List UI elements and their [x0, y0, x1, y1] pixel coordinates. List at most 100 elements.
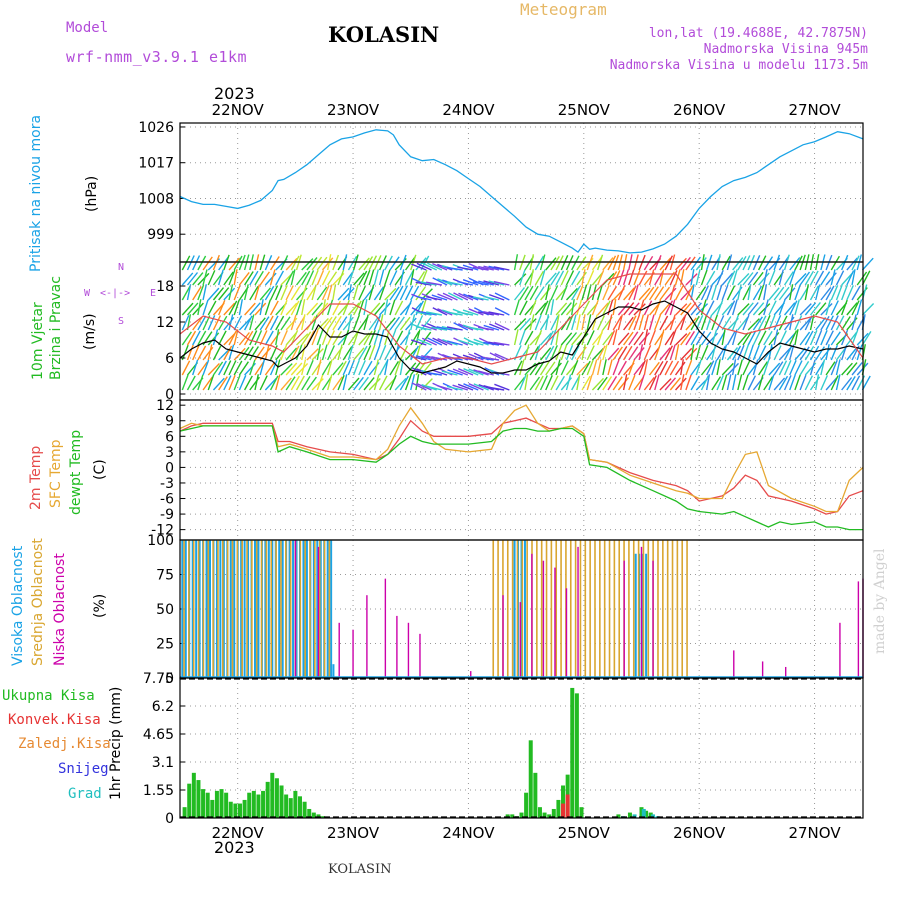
wind-barb	[478, 383, 495, 391]
wind-barb	[207, 270, 216, 286]
wind-barb	[306, 348, 319, 361]
wind-barb	[368, 378, 381, 391]
wind-barb	[851, 255, 860, 271]
x-tick-bottom-label: 24NOV	[442, 824, 495, 842]
wind-barb	[416, 382, 432, 391]
wind-barb	[426, 296, 443, 301]
precip-bar-precip_total	[205, 792, 210, 818]
wind-barb	[545, 257, 557, 271]
wind-barb	[192, 330, 201, 346]
wind-barb	[228, 284, 234, 301]
precip-bar-precip_total	[191, 772, 196, 818]
precip-bar-precip_total	[261, 790, 266, 818]
wind-barb	[342, 329, 350, 346]
wind-barb	[389, 316, 401, 331]
wind-barb	[373, 314, 382, 331]
wind-barb	[669, 329, 677, 346]
wind-barb	[254, 284, 261, 301]
wind-barb	[757, 345, 767, 361]
wind-barb	[473, 338, 489, 346]
wind-barb	[804, 345, 815, 361]
wind-barb	[638, 299, 645, 316]
wind-barb	[659, 286, 671, 301]
wind-barb	[197, 272, 210, 286]
wind-barb	[373, 269, 379, 286]
wind-barb	[674, 316, 686, 331]
wind-barb	[596, 269, 605, 286]
wind-barb	[384, 359, 389, 376]
pressure-ytick-label: 1017	[138, 156, 174, 172]
precip-bar-precip_total	[519, 812, 524, 818]
wind-barb	[228, 300, 238, 316]
precip-bar-precip_total	[210, 799, 215, 818]
precip-bar-precip_total	[307, 808, 312, 818]
wind-barb	[207, 363, 220, 376]
wind-barb	[202, 256, 213, 271]
wind-barb	[784, 302, 796, 316]
wind-barb	[264, 361, 276, 376]
wind-barb	[654, 314, 662, 331]
wind-barb	[410, 345, 420, 361]
wind-barb	[394, 377, 407, 391]
wind-barb	[410, 269, 415, 286]
wind-barb	[830, 285, 839, 301]
wind-barb	[432, 337, 448, 346]
temp-ytick-label: 6	[165, 429, 174, 445]
wind-barb	[669, 360, 680, 376]
wind-barb	[789, 284, 794, 301]
wind-barb	[841, 284, 848, 301]
wind-barb	[576, 284, 584, 301]
precip-frame	[179, 677, 864, 819]
wind-barb	[463, 368, 479, 376]
wind-barb	[607, 314, 613, 331]
wind-barb	[223, 375, 232, 391]
wind-barb	[675, 257, 687, 271]
precip-bar-precip_total	[524, 792, 529, 818]
wind-barb	[384, 255, 393, 271]
wind-barb	[316, 374, 324, 391]
wind-barb	[565, 315, 574, 331]
wind-barb	[321, 316, 333, 331]
wind-barb	[192, 316, 203, 331]
wind-ytick-label: 0	[165, 387, 174, 403]
wind-barb	[301, 270, 311, 286]
wind-barb	[861, 257, 874, 271]
wind-barb	[244, 330, 254, 346]
wind-barb	[494, 307, 510, 316]
wind-barb	[269, 315, 279, 331]
wind-barb	[706, 314, 713, 331]
wind-barb	[181, 302, 194, 316]
wind-barb	[181, 285, 191, 301]
wind-barb	[415, 257, 427, 271]
wind-barb	[731, 374, 737, 391]
wind-barb	[721, 302, 734, 316]
wind-barb	[275, 329, 280, 346]
wind-barb	[835, 284, 843, 301]
wind-barb	[212, 361, 224, 376]
wind-barb	[830, 300, 839, 316]
wind-barb	[789, 374, 796, 391]
wind-barb	[352, 314, 360, 331]
precip-bar-precip_total	[284, 794, 289, 818]
wind-barb	[690, 302, 702, 316]
wind-barb	[404, 299, 413, 316]
wind-barb	[856, 299, 863, 316]
wind-ytick-label: 12	[156, 315, 174, 331]
wind-barb	[851, 285, 861, 301]
wind-barb	[846, 376, 856, 391]
wind-barb	[841, 272, 853, 286]
wind-barb	[197, 315, 207, 331]
wind-barb	[513, 360, 523, 376]
wind-barb	[815, 270, 825, 286]
wind-barb	[197, 361, 208, 376]
wind-barb	[228, 374, 236, 391]
wind-barb	[446, 311, 463, 316]
wind-barb	[373, 286, 385, 301]
x-tick-top-label: 22NOV	[212, 101, 265, 119]
wind-barb	[415, 311, 432, 316]
wind-barb	[617, 346, 628, 361]
wind-barb	[825, 272, 837, 286]
wind-barb	[685, 374, 692, 391]
wind-barb	[249, 270, 259, 286]
wind-barb	[680, 302, 692, 316]
